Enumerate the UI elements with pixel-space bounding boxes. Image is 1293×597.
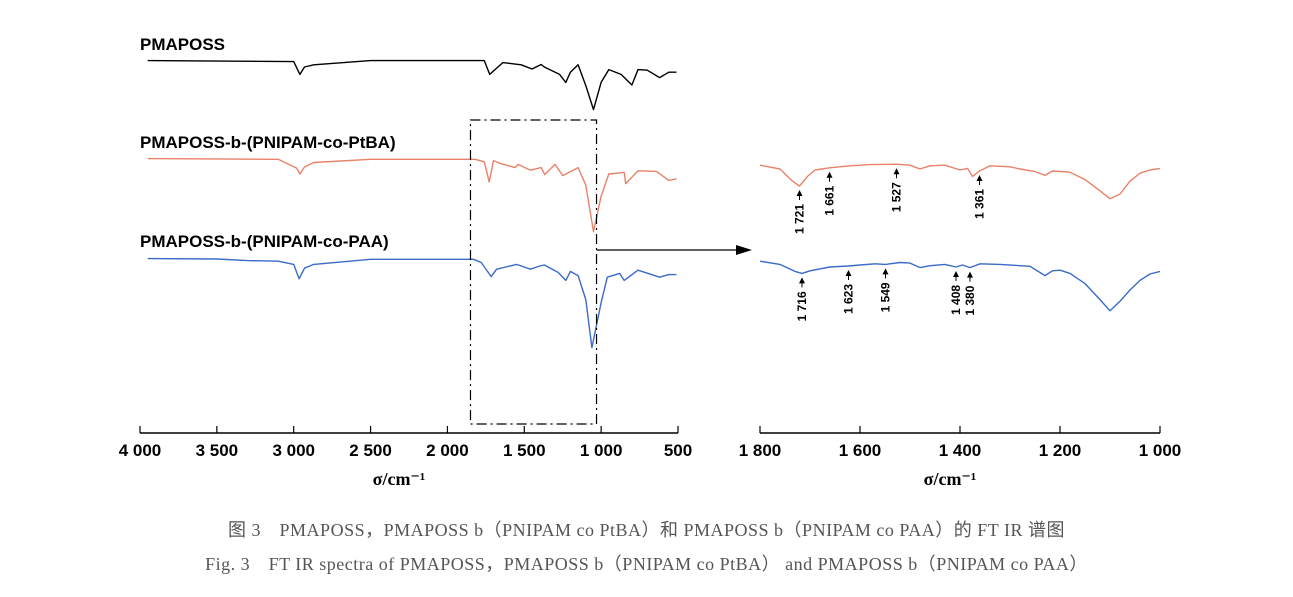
zoom-x-tick-label: 1 200 — [1039, 441, 1082, 460]
peak-annotation-arrowhead — [799, 277, 805, 284]
zoom-x-tick-label: 1 000 — [1139, 441, 1182, 460]
series-name-label: PMAPOSS-b-(PNIPAM-co-PtBA) — [140, 133, 396, 152]
figure-caption-chinese: 图 3 PMAPOSS，PMAPOSS b（PNIPAM co PtBA）和 P… — [228, 520, 1065, 540]
zoom-x-tick-label: 1 400 — [939, 441, 982, 460]
full-spectrum-panel: 4 000 3 500 3 000 2 500 2 000 1 500 1 000 500 σ/… — [119, 35, 692, 489]
peak-annotation-label: 1 661 — [823, 185, 837, 215]
series-name-label: PMAPOSS — [140, 35, 225, 54]
full-series-line — [147, 257, 677, 349]
zoom-series-line — [759, 260, 1161, 312]
zoom-indicator — [469, 119, 752, 425]
full-x-tick-label: 1 500 — [503, 441, 546, 460]
zoom-spectrum-panel: 1 800 1 600 1 400 1 200 1 000 σ/cm⁻¹ 1 721 1 66… — [739, 163, 1182, 489]
zoom-x-axis-label: σ/cm⁻¹ — [924, 469, 977, 489]
peak-annotation-label: 1 380 — [963, 285, 977, 315]
full-series-line — [147, 59, 677, 111]
full-x-tick-label: 2 500 — [349, 441, 392, 460]
peak-annotation-arrowhead — [882, 268, 889, 275]
zoom-x-tick-label: 1 800 — [739, 441, 782, 460]
peak-annotation-arrowhead — [893, 168, 900, 175]
peak-annotation-arrowhead — [796, 190, 803, 196]
full-x-tick-label: 2 000 — [426, 441, 469, 460]
peak-annotation-label: 1 721 — [793, 204, 807, 234]
peak-annotation-arrowhead — [826, 171, 833, 178]
full-x-tick-label: 1 000 — [580, 441, 623, 460]
full-x-tick-label: 3 500 — [196, 441, 239, 460]
peak-annotation-label: 1 361 — [973, 189, 987, 219]
peak-annotation-arrowhead — [976, 174, 983, 181]
peak-annotation-arrowhead — [953, 270, 959, 277]
peak-annotation-arrowhead — [845, 270, 852, 276]
full-x-tick-label: 4 000 — [119, 441, 162, 460]
peak-annotation-arrowhead — [967, 271, 973, 278]
peak-annotation-label: 1 549 — [879, 282, 893, 312]
zoom-x-tick-label: 1 600 — [839, 441, 882, 460]
zoom-region-box — [469, 119, 598, 425]
full-series-line — [147, 157, 677, 233]
full-x-tick-label: 500 — [664, 441, 692, 460]
peak-annotation-label: 1 716 — [795, 291, 809, 321]
figure-caption-english: Fig. 3 FT IR spectra of PMAPOSS，PMAPOSS … — [205, 554, 1088, 574]
peak-annotation-label: 1 408 — [949, 285, 963, 315]
zoom-series-line — [759, 163, 1161, 200]
full-x-tick-label: 3 000 — [272, 441, 315, 460]
series-name-label: PMAPOSS-b-(PNIPAM-co-PAA) — [140, 232, 389, 251]
peak-annotation-label: 1 623 — [842, 284, 856, 314]
zoom-arrow-head — [736, 245, 752, 255]
peak-annotation-label: 1 527 — [890, 182, 904, 212]
full-x-axis-label: σ/cm⁻¹ — [373, 469, 426, 489]
